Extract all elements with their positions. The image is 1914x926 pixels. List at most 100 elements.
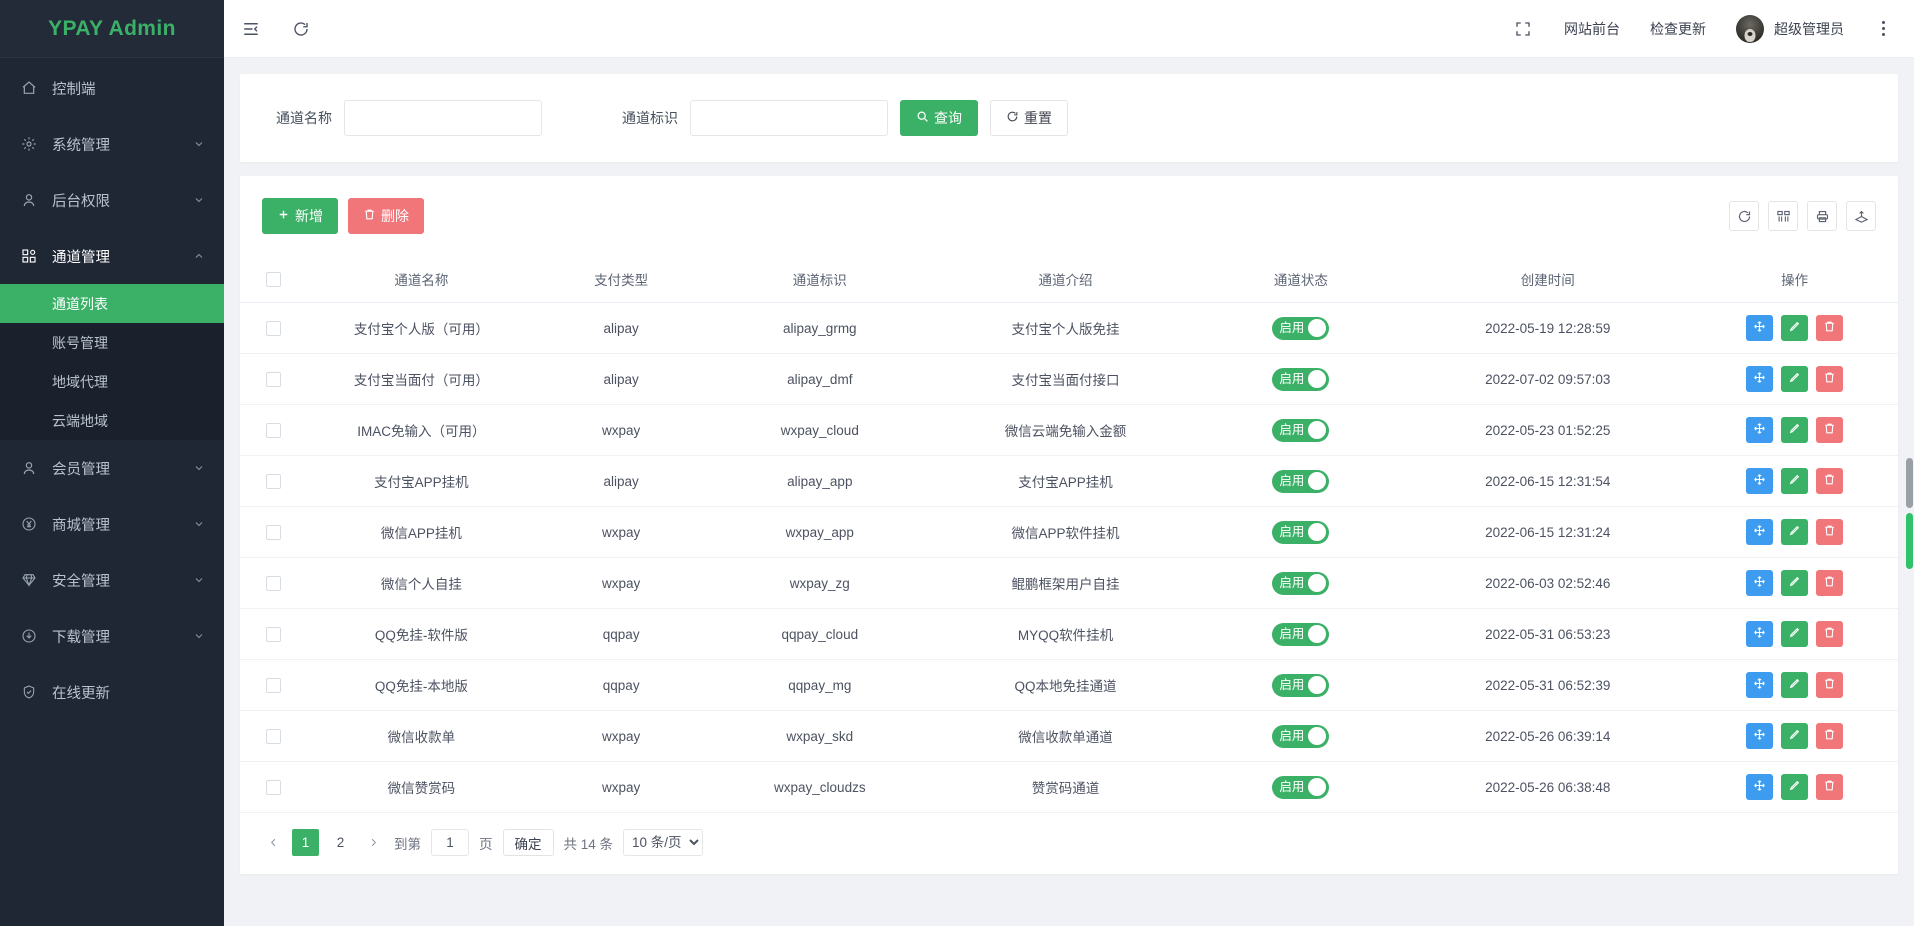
- reset-button[interactable]: 重置: [990, 100, 1068, 136]
- move-button[interactable]: [1746, 315, 1774, 341]
- site-frontend-link[interactable]: 网站前台: [1564, 20, 1620, 37]
- edit-button[interactable]: [1781, 774, 1809, 800]
- next-page-button[interactable]: [362, 830, 384, 856]
- sidebar-subitem-region-agent[interactable]: 地域代理: [0, 362, 224, 401]
- move-button[interactable]: [1746, 570, 1774, 596]
- status-toggle[interactable]: 启用: [1272, 571, 1330, 595]
- prev-page-button[interactable]: [262, 830, 284, 856]
- move-button[interactable]: [1746, 723, 1774, 749]
- row-checkbox[interactable]: [265, 371, 281, 387]
- row-checkbox[interactable]: [265, 677, 281, 693]
- sidebar-item-online-update[interactable]: 在线更新: [0, 664, 224, 720]
- refresh-icon[interactable]: [290, 18, 312, 40]
- row-checkbox[interactable]: [265, 422, 281, 438]
- row-checkbox[interactable]: [265, 473, 281, 489]
- add-button[interactable]: 新增: [262, 198, 338, 234]
- delete-icon: [1823, 626, 1836, 642]
- edit-button[interactable]: [1781, 366, 1809, 392]
- col-header-time: 创建时间: [1404, 256, 1692, 303]
- status-toggle[interactable]: 启用: [1272, 520, 1330, 544]
- status-toggle[interactable]: 启用: [1272, 622, 1330, 646]
- edit-button[interactable]: [1781, 315, 1809, 341]
- cell-channel-status: 启用: [1197, 659, 1405, 711]
- status-toggle[interactable]: 启用: [1272, 724, 1330, 748]
- sidebar-item-channel-management[interactable]: 通道管理: [0, 228, 224, 284]
- delete-button[interactable]: [1816, 723, 1844, 749]
- sidebar-item-system[interactable]: 系统管理: [0, 116, 224, 172]
- refresh-icon[interactable]: [1729, 201, 1759, 231]
- row-checkbox[interactable]: [265, 524, 281, 540]
- delete-button[interactable]: [1816, 315, 1844, 341]
- move-button[interactable]: [1746, 366, 1774, 392]
- move-button[interactable]: [1746, 621, 1774, 647]
- edit-button[interactable]: [1781, 468, 1809, 494]
- page-size-select[interactable]: 10 条/页: [623, 829, 704, 856]
- scrollbar-thumb[interactable]: [1906, 458, 1913, 508]
- edit-button[interactable]: [1781, 723, 1809, 749]
- status-toggle[interactable]: 启用: [1272, 418, 1330, 442]
- row-checkbox[interactable]: [265, 728, 281, 744]
- status-toggle[interactable]: 启用: [1272, 469, 1330, 493]
- check-update-link[interactable]: 检查更新: [1650, 20, 1706, 37]
- more-vertical-icon[interactable]: [1874, 20, 1892, 38]
- channel-name-input[interactable]: [344, 100, 542, 136]
- row-checkbox[interactable]: [265, 779, 281, 795]
- delete-button[interactable]: [1816, 417, 1844, 443]
- jump-page-input[interactable]: [431, 829, 469, 856]
- user-menu[interactable]: 超级管理员: [1736, 14, 1844, 43]
- sidebar-item-security-management[interactable]: 安全管理: [0, 552, 224, 608]
- status-toggle[interactable]: 启用: [1272, 316, 1330, 340]
- main-area: 网站前台 检查更新 超级管理员 通道名称: [224, 0, 1914, 926]
- status-toggle[interactable]: 启用: [1272, 673, 1330, 697]
- delete-button[interactable]: [1816, 570, 1844, 596]
- page-number-2[interactable]: 2: [336, 835, 345, 850]
- cell-channel-status: 启用: [1197, 506, 1405, 558]
- sidebar-item-permissions[interactable]: 后台权限: [0, 172, 224, 228]
- menu-collapse-icon[interactable]: [240, 18, 262, 40]
- search-button-label: 查询: [934, 110, 962, 126]
- print-icon[interactable]: [1807, 201, 1837, 231]
- move-button[interactable]: [1746, 672, 1774, 698]
- sidebar-subitem-channel-list[interactable]: 通道列表: [0, 284, 224, 323]
- delete-button[interactable]: [1816, 672, 1844, 698]
- delete-button[interactable]: [1816, 366, 1844, 392]
- filter-row: 通道名称 通道标识 查询: [240, 100, 1898, 136]
- move-button[interactable]: [1746, 519, 1774, 545]
- search-button[interactable]: 查询: [900, 100, 978, 136]
- columns-icon[interactable]: [1768, 201, 1798, 231]
- edit-button[interactable]: [1781, 672, 1809, 698]
- row-checkbox[interactable]: [265, 575, 281, 591]
- edit-button[interactable]: [1781, 417, 1809, 443]
- move-button[interactable]: [1746, 468, 1774, 494]
- edit-button[interactable]: [1781, 621, 1809, 647]
- sidebar-item-member-management[interactable]: 会员管理: [0, 440, 224, 496]
- sidebar-subitem-account-management[interactable]: 账号管理: [0, 323, 224, 362]
- delete-button[interactable]: [1816, 468, 1844, 494]
- delete-button[interactable]: [1816, 774, 1844, 800]
- channel-ident-input[interactable]: [690, 100, 888, 136]
- edit-button[interactable]: [1781, 519, 1809, 545]
- select-all-checkbox[interactable]: [265, 271, 281, 287]
- confirm-jump-button[interactable]: 确定: [502, 829, 554, 856]
- sidebar-item-download-management[interactable]: 下载管理: [0, 608, 224, 664]
- scrollbar-thumb-active[interactable]: [1906, 513, 1913, 569]
- sidebar-item-dashboard[interactable]: 控制端: [0, 60, 224, 116]
- row-checkbox[interactable]: [265, 320, 281, 336]
- sidebar-item-shop-management[interactable]: 商城管理: [0, 496, 224, 552]
- edit-button[interactable]: [1781, 570, 1809, 596]
- export-icon[interactable]: [1846, 201, 1876, 231]
- delete-button[interactable]: [1816, 519, 1844, 545]
- move-button[interactable]: [1746, 774, 1774, 800]
- row-checkbox[interactable]: [265, 626, 281, 642]
- shield-check-icon: [18, 681, 40, 703]
- delete-button[interactable]: [1816, 621, 1844, 647]
- fullscreen-icon[interactable]: [1512, 18, 1534, 40]
- cell-operations: [1691, 506, 1898, 558]
- page-scrollbar[interactable]: [1905, 58, 1914, 926]
- status-toggle[interactable]: 启用: [1272, 775, 1330, 799]
- status-toggle[interactable]: 启用: [1272, 367, 1330, 391]
- move-button[interactable]: [1746, 417, 1774, 443]
- delete-button[interactable]: 删除: [348, 198, 424, 234]
- page-number-1[interactable]: 1: [292, 829, 319, 856]
- sidebar-subitem-cloud-region[interactable]: 云端地域: [0, 401, 224, 440]
